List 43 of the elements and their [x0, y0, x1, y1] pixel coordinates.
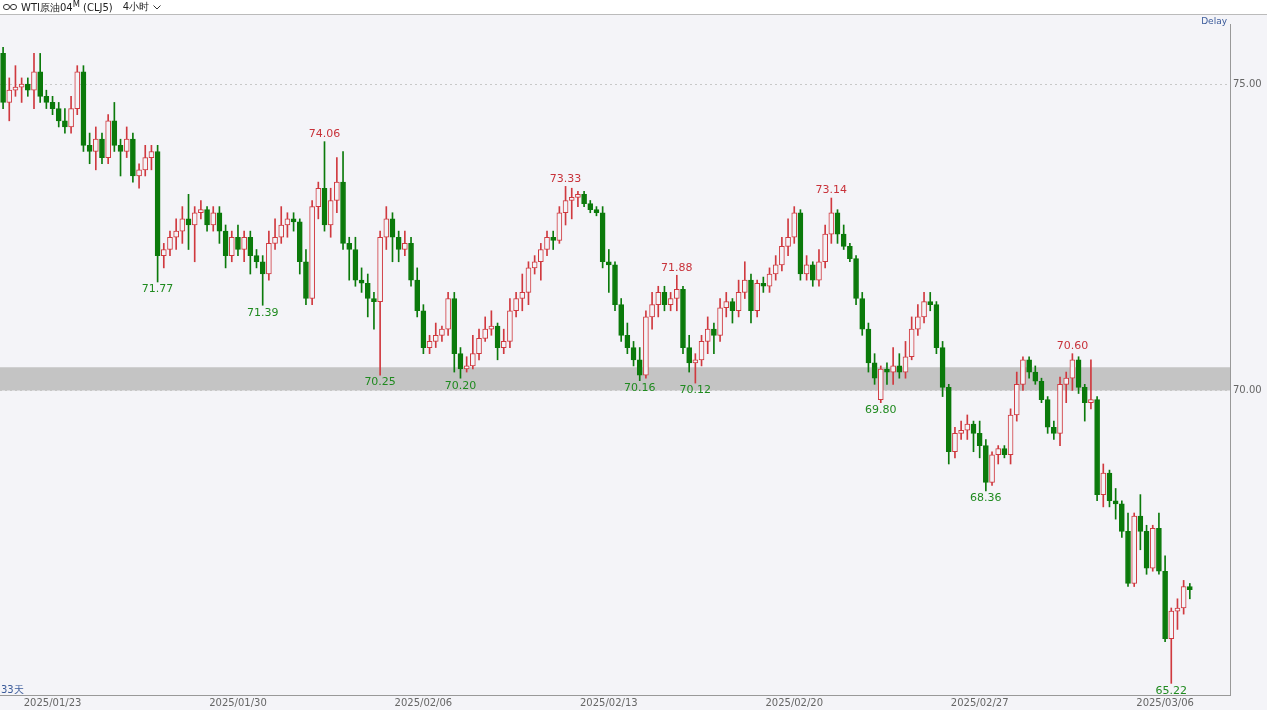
annotation: 73.33 — [549, 171, 582, 185]
annotation: 68.36 — [970, 491, 1002, 505]
candlestick — [519, 273, 526, 312]
annotation: 70.20 — [444, 378, 477, 392]
candlestick — [198, 200, 204, 220]
chart-title: WTI原油04$^{M}$ (CLJ5) — [21, 0, 113, 16]
y-tick-label: 75.00 — [1233, 77, 1262, 89]
annotation: 70.25 — [364, 375, 396, 389]
annotation: Delay — [1201, 16, 1227, 26]
x-tick-label: 2025/03/06 — [1136, 696, 1194, 708]
x-tick-label: 2025/01/30 — [209, 696, 267, 708]
annotation: 33天 — [1, 683, 24, 697]
candlestick — [191, 206, 198, 263]
annotation: 74.06 — [308, 127, 341, 141]
x-tick-label: 2025/02/27 — [950, 696, 1009, 708]
chart-subtitle: 4小时 — [122, 0, 150, 14]
annotation: 70.12 — [679, 383, 712, 397]
candlestick — [711, 322, 717, 355]
candlestick — [958, 420, 964, 440]
candlestick — [1088, 359, 1094, 410]
x-tick-label: 2025/02/06 — [394, 696, 453, 708]
annotation: 71.39 — [246, 305, 279, 319]
candlestick — [259, 255, 266, 306]
candlestick — [927, 292, 934, 312]
candlestick — [550, 230, 557, 250]
x-tick-label: 2025/02/13 — [580, 696, 638, 708]
candlestick — [173, 218, 179, 250]
x-tick-label: 2025/01/23 — [23, 696, 82, 708]
candlestick — [272, 218, 278, 250]
annotation: 71.77 — [141, 282, 174, 296]
candlestick — [346, 236, 353, 281]
annotation: 69.80 — [865, 403, 897, 417]
y-tick-label: 70.00 — [1233, 384, 1262, 396]
candlestick — [568, 187, 575, 220]
annotation: 71.88 — [661, 260, 693, 274]
annotation: 73.14 — [815, 183, 848, 197]
annotation: 65.22 — [1155, 683, 1188, 697]
candlestick — [605, 249, 612, 293]
annotation: 70.16 — [623, 381, 656, 394]
candlestick — [1063, 371, 1070, 404]
annotation: 70.60 — [1056, 339, 1089, 353]
x-tick-label: 2025/02/20 — [765, 696, 824, 708]
candlestick — [371, 292, 377, 330]
